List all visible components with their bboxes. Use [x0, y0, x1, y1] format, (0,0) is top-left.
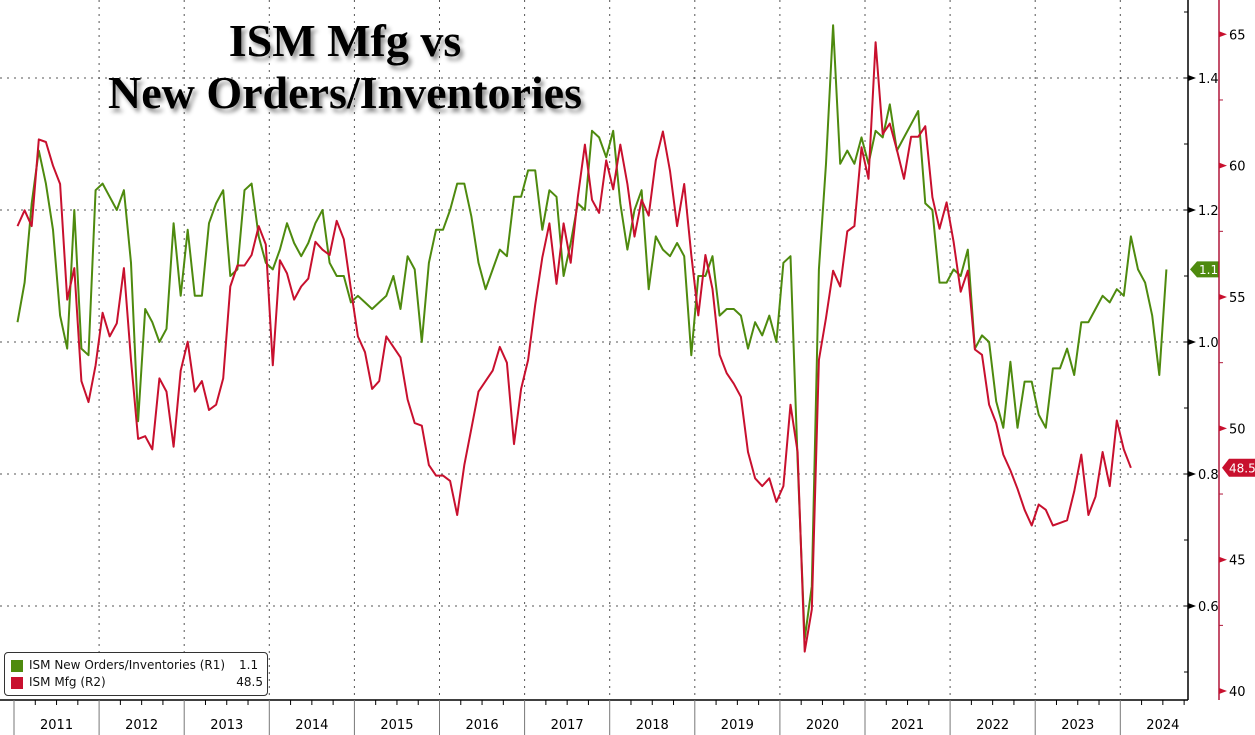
x-tick-label: 2018 [636, 718, 669, 733]
r2-tick-marker [1219, 688, 1227, 695]
r2-tick-marker [1219, 425, 1227, 432]
chart-title-line-1: ISM Mfg vs [228, 15, 462, 66]
r1-tick-label: 0.8 [1198, 468, 1219, 483]
x-tick-label: 2021 [891, 718, 924, 733]
last-value-label-ism-mfg: 48.5 [1229, 461, 1255, 475]
r1-tick-marker [1188, 339, 1196, 345]
x-tick-label: 2020 [806, 718, 839, 733]
x-tick-label: 2017 [551, 718, 584, 733]
r1-tick-label: 1.0 [1198, 336, 1219, 351]
legend: ISM New Orders/Inventories (R1) 1.1 ISM … [4, 652, 268, 696]
r2-tick-label: 65 [1229, 28, 1246, 43]
r2-tick-label: 50 [1229, 422, 1246, 437]
series-layer [16, 24, 1168, 653]
last-value-tag-ism-mfg [1222, 458, 1255, 477]
x-tick-label: 2013 [210, 718, 243, 733]
r1-tick-marker [1188, 603, 1196, 609]
x-tick-label: 2019 [721, 718, 754, 733]
chart-title-line-2: New Orders/Inventories [108, 67, 582, 118]
legend-value: 48.5 [236, 675, 263, 689]
legend-label: ISM New Orders/Inventories (R1) [29, 658, 226, 672]
x-tick-label: 2023 [1061, 718, 1094, 733]
x-tick-label: 2016 [466, 718, 499, 733]
legend-value: 1.1 [239, 658, 259, 672]
gridlines [0, 0, 1188, 700]
x-tick-label: 2012 [125, 718, 158, 733]
x-axis: 2011 2012 2013 2014 2015 2016 2017 2018 2019 2020… [0, 699, 1188, 735]
x-tick-label: 2011 [40, 718, 73, 733]
r2-axis: 40 45 50 55 60 65 48.5 [1218, 0, 1255, 700]
x-tick-label: 2014 [295, 718, 328, 733]
legend-item-ism-mfg: ISM Mfg (R2) 48.5 [11, 675, 263, 691]
r1-tick-label: 0.6 [1198, 600, 1219, 615]
series-line-ism-mfg [16, 41, 1132, 653]
r2-tick-marker [1219, 294, 1227, 300]
last-value-tag-new-orders-inventories [1190, 261, 1219, 278]
legend-item-new-orders-inventories: ISM New Orders/Inventories (R1) 1.1 [11, 658, 263, 674]
r2-tick-label: 55 [1229, 291, 1246, 306]
r2-tick-marker [1219, 31, 1227, 38]
r2-tick-label: 40 [1229, 685, 1246, 700]
x-tick-label: 2022 [976, 718, 1009, 733]
r1-tick-marker [1188, 207, 1196, 213]
r2-tick-marker [1219, 556, 1227, 563]
r2-tick-label: 60 [1229, 160, 1246, 175]
r1-tick-marker [1188, 471, 1196, 477]
legend-label: ISM Mfg (R2) [29, 675, 106, 689]
x-tick-label: 2024 [1146, 718, 1179, 733]
x-tick-label: 2015 [380, 718, 413, 733]
legend-swatch-green [11, 660, 23, 672]
r1-tick-label: 1.2 [1198, 204, 1219, 219]
r2-tick-marker [1219, 162, 1227, 169]
r1-tick-marker [1188, 75, 1196, 81]
r2-tick-label: 45 [1229, 554, 1246, 569]
legend-swatch-red [11, 677, 23, 689]
r1-axis: 0.6 0.8 1.0 1.2 1.4 1.1 [1184, 0, 1219, 700]
last-value-label-new-orders-inventories: 1.1 [1199, 263, 1218, 277]
r1-tick-label: 1.4 [1198, 72, 1219, 87]
